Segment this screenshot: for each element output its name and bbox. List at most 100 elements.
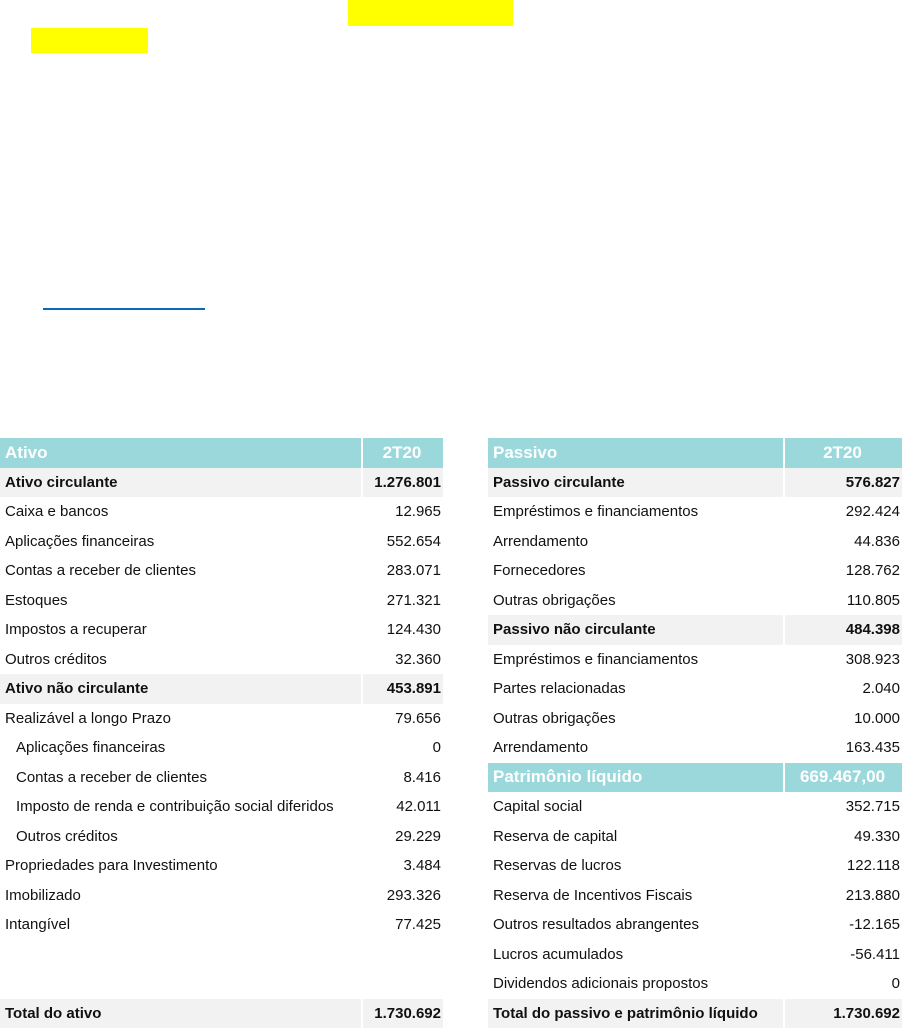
- table-row: Outros créditos 29.229: [0, 821, 443, 851]
- table-row: Empréstimos e financiamentos 292.424: [488, 497, 902, 527]
- row-value: -56.411: [783, 939, 902, 969]
- row-value: 293.326: [361, 880, 443, 910]
- table-row: Caixa e bancos 12.965: [0, 497, 443, 527]
- row-value: 32.360: [361, 644, 443, 674]
- liabilities-table: Passivo 2T20 Passivo circulante 576.827 Empr…: [488, 438, 902, 1028]
- row-label: Fornecedores: [493, 562, 586, 580]
- row-label: Outros créditos: [16, 827, 118, 845]
- row-label: Patrimônio líquido: [493, 767, 643, 787]
- table-row: Reserva de Incentivos Fiscais 213.880: [488, 880, 902, 910]
- row-value: -12.165: [783, 910, 902, 940]
- row-value: 576.827: [783, 467, 902, 497]
- row-label: Partes relacionadas: [493, 680, 626, 698]
- table-header: Passivo 2T20: [488, 438, 902, 468]
- table-header: Ativo 2T20: [0, 438, 443, 468]
- table-row: Imposto de renda e contribuição social d…: [0, 792, 443, 822]
- row-label: Imposto de renda e contribuição social d…: [16, 798, 334, 816]
- table-row: Arrendamento 163.435: [488, 733, 902, 763]
- row-value: 10.000: [783, 703, 902, 733]
- total-row: Total do passivo e patrimônio líquido 1.7…: [488, 998, 902, 1028]
- table-row: Imobilizado 293.326: [0, 880, 443, 910]
- row-label: Estoques: [5, 591, 68, 609]
- row-value: 292.424: [783, 497, 902, 527]
- row-label: Contas a receber de clientes: [5, 562, 196, 580]
- row-label: Empréstimos e financiamentos: [493, 650, 699, 668]
- row-value: 0: [361, 733, 443, 763]
- row-value: 2T20: [361, 438, 443, 468]
- row-value: 42.011: [361, 792, 443, 822]
- row-label: Intangível: [5, 916, 71, 934]
- row-value: 44.836: [783, 526, 902, 556]
- row-label: Total do passivo e patrimônio líquido: [493, 1004, 758, 1022]
- row-label: Contas a receber de clientes: [16, 768, 207, 786]
- row-value: 110.805: [783, 585, 902, 615]
- row-value: 0: [783, 969, 902, 999]
- row-value: 124.430: [361, 615, 443, 645]
- link-underline[interactable]: [43, 308, 205, 310]
- table-row: Reservas de lucros 122.118: [488, 851, 902, 881]
- table-row: Outros resultados abrangentes -12.165: [488, 910, 902, 940]
- row-value: 308.923: [783, 644, 902, 674]
- subtotal-row: Passivo não circulante 484.398: [488, 615, 902, 645]
- row-value: 484.398: [783, 615, 902, 645]
- spacer-row: [0, 940, 443, 999]
- table-row: Intangível 77.425: [0, 910, 443, 940]
- row-label: Dividendos adicionais propostos: [493, 975, 709, 993]
- row-label: Ativo circulante: [5, 473, 118, 491]
- row-value: 128.762: [783, 556, 902, 586]
- row-label: Total do ativo: [5, 1004, 102, 1022]
- row-value: 79.656: [361, 703, 443, 733]
- table-row: Propriedades para Investimento 3.484: [0, 851, 443, 881]
- table-row: Aplicações financeiras 0: [0, 733, 443, 763]
- row-value: 1.730.692: [361, 998, 443, 1028]
- row-value: 352.715: [783, 792, 902, 822]
- row-label: Ativo: [5, 442, 48, 462]
- table-row: Lucros acumulados -56.411: [488, 939, 902, 969]
- subtotal-row: Ativo não circulante 453.891: [0, 674, 443, 704]
- row-value: 3.484: [361, 851, 443, 881]
- row-value: 1.730.692: [783, 998, 902, 1028]
- table-row: Impostos a recuperar 124.430: [0, 615, 443, 645]
- row-label: Reserva de Incentivos Fiscais: [493, 886, 693, 904]
- row-value: 8.416: [361, 762, 443, 792]
- table-row: Outras obrigações 110.805: [488, 585, 902, 615]
- highlight-mark-top-left: [31, 28, 148, 53]
- row-value: 1.276.801: [361, 467, 443, 497]
- row-label: Arrendamento: [493, 532, 589, 550]
- table-row: Fornecedores 128.762: [488, 556, 902, 586]
- row-label: Reservas de lucros: [493, 857, 622, 875]
- row-value: 271.321: [361, 585, 443, 615]
- subtotal-row: Ativo circulante 1.276.801: [0, 467, 443, 497]
- row-label: Aplicações financeiras: [5, 532, 155, 550]
- row-value: 552.654: [361, 526, 443, 556]
- row-value: 213.880: [783, 880, 902, 910]
- total-row: Total do ativo 1.730.692: [0, 998, 443, 1028]
- table-row: Estoques 271.321: [0, 585, 443, 615]
- row-label: Reserva de capital: [493, 827, 618, 845]
- row-label: Empréstimos e financiamentos: [493, 503, 699, 521]
- row-label: Impostos a recuperar: [5, 621, 147, 639]
- row-value: 669.467,00: [783, 762, 902, 792]
- row-value: 12.965: [361, 497, 443, 527]
- table-row: Realizável a longo Prazo 79.656: [0, 703, 443, 733]
- row-label: Propriedades para Investimento: [5, 857, 218, 875]
- table-row: Capital social 352.715: [488, 792, 902, 822]
- row-value: 49.330: [783, 821, 902, 851]
- row-label: Aplicações financeiras: [16, 739, 166, 757]
- row-value: 29.229: [361, 821, 443, 851]
- subtotal-row: Passivo circulante 576.827: [488, 467, 902, 497]
- row-label: Caixa e bancos: [5, 503, 109, 521]
- row-label: Passivo: [493, 442, 558, 462]
- table-row: Outras obrigações 10.000: [488, 703, 902, 733]
- row-label: Capital social: [493, 798, 583, 816]
- row-value: 283.071: [361, 556, 443, 586]
- row-label: Imobilizado: [5, 886, 81, 904]
- row-label: Outros resultados abrangentes: [493, 916, 699, 934]
- row-label: Passivo não circulante: [493, 621, 656, 639]
- row-label: Lucros acumulados: [493, 945, 624, 963]
- row-value: 77.425: [361, 910, 443, 940]
- table-row: Outros créditos 32.360: [0, 644, 443, 674]
- table-row: Empréstimos e financiamentos 308.923: [488, 644, 902, 674]
- table-row: Dividendos adicionais propostos 0: [488, 969, 902, 999]
- row-value: 2T20: [783, 438, 902, 468]
